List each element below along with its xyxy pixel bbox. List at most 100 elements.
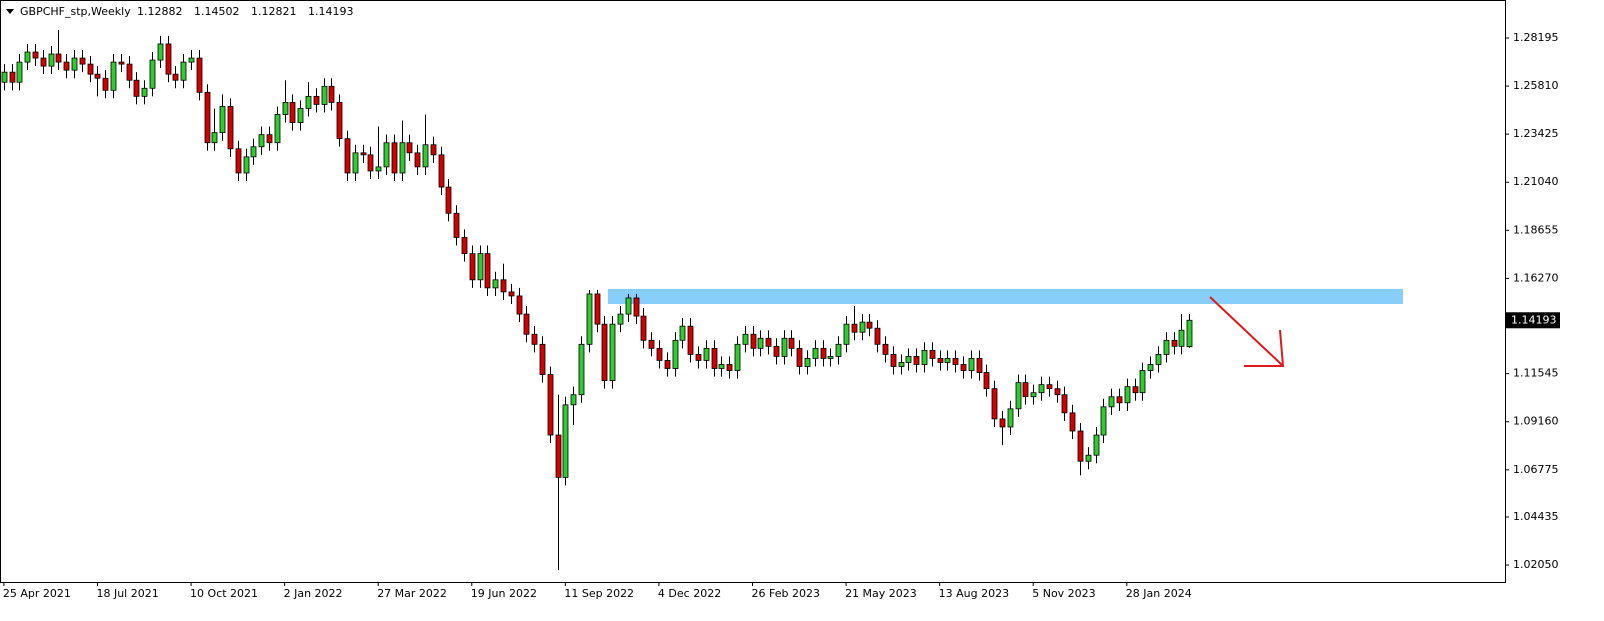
header-open: 1.12882: [137, 5, 183, 18]
x-tick-label: 27 Mar 2022: [377, 587, 447, 600]
candle-body: [726, 364, 733, 371]
candle-body: [188, 57, 195, 63]
candle-body: [204, 91, 211, 144]
candle-body: [835, 343, 842, 357]
candle-body: [859, 321, 866, 333]
candle-body: [461, 237, 468, 255]
candle-body: [492, 279, 499, 289]
candle-body: [500, 279, 507, 293]
candle-body: [1108, 396, 1115, 408]
candle-body: [1007, 408, 1014, 428]
candle-body: [820, 347, 827, 359]
candle-body: [313, 95, 320, 105]
candle-body: [851, 323, 858, 333]
y-tick-label: 1.23425: [1513, 127, 1559, 140]
candle-body: [149, 59, 156, 89]
candle-body: [469, 253, 476, 281]
candle-body: [55, 53, 62, 63]
candle-body: [1178, 329, 1185, 347]
x-tick-label: 19 Jun 2022: [471, 587, 537, 600]
x-tick-label: 28 Jan 2024: [1126, 587, 1192, 600]
candle-body: [383, 142, 390, 168]
header-close: 1.14193: [308, 5, 354, 18]
candle-body: [87, 63, 94, 75]
candle-body: [227, 106, 234, 150]
candle-body: [944, 358, 951, 363]
symbol-title: GBPCHF_stp,Weekly: [20, 5, 131, 18]
y-tick-label: 1.06775: [1513, 463, 1559, 476]
candle-body: [110, 61, 117, 91]
candle-body: [890, 354, 897, 367]
candle-body: [375, 166, 382, 172]
y-tick-label: 1.04435: [1513, 510, 1559, 523]
candle-body: [874, 327, 881, 345]
y-tick-label: 1.18655: [1513, 223, 1559, 236]
candle-body: [656, 347, 663, 361]
candle-body: [570, 394, 577, 406]
candle-body: [126, 63, 133, 81]
candle-body: [141, 87, 148, 97]
candle-body: [796, 347, 803, 367]
candle-body: [453, 212, 460, 238]
candle-body: [24, 51, 31, 63]
y-tick-label: 1.21040: [1513, 175, 1559, 188]
candle-body: [9, 71, 16, 83]
candle-body: [695, 354, 702, 361]
candle-body: [289, 102, 296, 123]
x-tick-label: 25 Apr 2021: [3, 587, 71, 600]
candle-body: [547, 374, 554, 436]
header-triangle: [6, 9, 14, 14]
candle-body: [804, 358, 811, 367]
x-tick-label: 10 Oct 2021: [190, 587, 258, 600]
candle-body: [594, 293, 601, 325]
candle-body: [266, 134, 273, 144]
candle-body: [788, 337, 795, 349]
candle-body: [983, 372, 990, 390]
candle-body: [913, 356, 920, 365]
candle-body: [1038, 384, 1045, 394]
candle-body: [531, 333, 538, 345]
candle-body: [360, 152, 367, 156]
candle-body: [1139, 370, 1146, 394]
candle-body: [305, 95, 312, 109]
candle-body: [414, 152, 421, 168]
y-tick-label: 1.16270: [1513, 271, 1559, 284]
candle-body: [40, 57, 47, 67]
candle-body: [180, 61, 187, 81]
candle-body: [1061, 394, 1068, 414]
y-tick-label: 1.25810: [1513, 79, 1559, 92]
candle-body: [165, 43, 172, 75]
x-tick-label: 5 Nov 2023: [1032, 587, 1095, 600]
x-tick-label: 11 Sep 2022: [564, 587, 634, 600]
candle-body: [586, 293, 593, 345]
candle-body: [968, 358, 975, 371]
candle-body: [16, 61, 23, 83]
candle-body: [1124, 386, 1131, 404]
arrow-head: [1244, 329, 1285, 367]
candle-body: [734, 343, 741, 371]
candle-body: [445, 186, 452, 214]
header-high: 1.14502: [194, 5, 240, 18]
price-label: 1.14193: [1511, 313, 1557, 326]
candle-body: [781, 337, 788, 357]
candle-body: [250, 146, 257, 158]
candle-body: [1, 71, 8, 83]
candle-body: [703, 347, 710, 361]
candle-body: [196, 57, 203, 93]
candle-body: [438, 154, 445, 188]
candle-body: [976, 358, 983, 373]
candle-body: [422, 144, 429, 168]
candle-body: [882, 343, 889, 355]
header-low: 1.12821: [251, 5, 297, 18]
candle-body: [664, 360, 671, 369]
candle-body: [477, 253, 484, 281]
candle-body: [391, 142, 398, 174]
y-tick-label: 1.09160: [1513, 415, 1559, 428]
x-tick-label: 2 Jan 2022: [284, 587, 343, 600]
candle-body: [484, 253, 491, 289]
candle-body: [952, 358, 959, 365]
candle-body: [640, 315, 647, 341]
x-tick-label: 26 Feb 2023: [752, 587, 820, 600]
